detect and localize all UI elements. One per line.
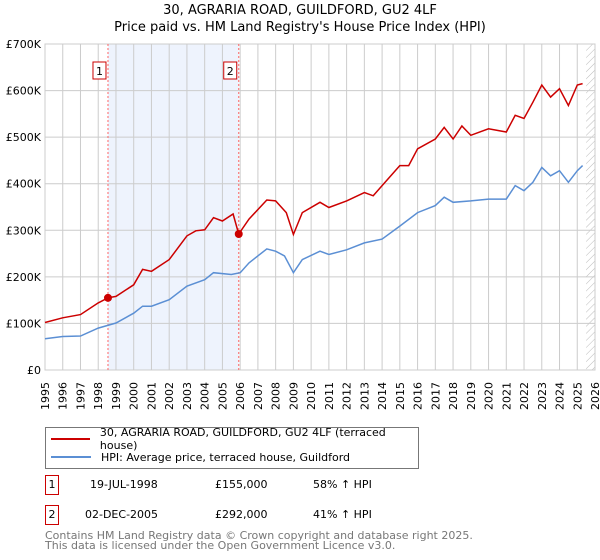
x-tick-label: 2001 bbox=[145, 382, 158, 410]
x-tick-label: 2016 bbox=[412, 382, 425, 410]
transaction-price: £155,000 bbox=[215, 478, 268, 491]
y-tick-label: £0 bbox=[27, 364, 41, 377]
sale-marker-box bbox=[223, 61, 238, 80]
x-tick-label: 2026 bbox=[589, 382, 600, 410]
footer-copyright: Contains HM Land Registry data © Crown c… bbox=[45, 529, 473, 542]
chart-subtitle: Price paid vs. HM Land Registry's House … bbox=[114, 20, 486, 35]
y-tick-label: £100K bbox=[6, 317, 42, 330]
x-tick-label: 2020 bbox=[483, 382, 496, 410]
y-tick-label: £400K bbox=[6, 178, 42, 191]
transaction-hpi: 41% ↑ HPI bbox=[313, 508, 372, 521]
legend-swatch-red bbox=[51, 438, 90, 440]
x-tick-label: 1999 bbox=[110, 382, 123, 410]
x-tick-label: 2019 bbox=[465, 382, 478, 410]
x-tick-label: 2005 bbox=[216, 382, 229, 410]
x-tick-label: 2006 bbox=[234, 382, 247, 410]
x-tick-label: 2022 bbox=[518, 382, 531, 410]
x-tick-label: 2023 bbox=[536, 382, 549, 410]
x-tick-label: 2003 bbox=[181, 382, 194, 410]
footer: Contains HM Land Registry data © Crown c… bbox=[45, 529, 473, 552]
transaction-row: 1 19-JUL-1998 £155,000 58% ↑ HPI bbox=[45, 475, 445, 495]
marker-badge: 1 bbox=[45, 475, 59, 495]
y-tick-label: £200K bbox=[6, 271, 42, 284]
legend-swatch-blue bbox=[51, 456, 91, 458]
x-tick-label: 2013 bbox=[358, 382, 371, 410]
transaction-date: 02-DEC-2005 bbox=[85, 508, 159, 521]
sale-marker-label: 2 bbox=[227, 65, 234, 78]
property-series-line bbox=[44, 82, 583, 324]
legend-item-property: 30, AGRARIA ROAD, GUILDFORD, GU2 4LF (te… bbox=[51, 426, 418, 452]
marker-badge: 2 bbox=[45, 505, 59, 525]
x-tick-label: 2024 bbox=[554, 382, 567, 410]
legend-label: HPI: Average price, terraced house, Guil… bbox=[101, 450, 351, 464]
x-tick-label: 2018 bbox=[447, 382, 460, 410]
future-hatch bbox=[586, 44, 595, 370]
x-tick-label: 2012 bbox=[341, 382, 354, 410]
line-chart: 1995 1996 1997 1998 1999 2000 2001 2002 2003 2004… bbox=[6, 38, 600, 410]
x-tick-label: 2000 bbox=[128, 382, 141, 410]
legend-item-hpi: HPI: Average price, terraced house, Guil… bbox=[51, 450, 350, 464]
x-tick-label: 2010 bbox=[305, 382, 318, 410]
sale-point bbox=[234, 230, 243, 239]
ownership-shaded-range bbox=[107, 44, 239, 370]
x-tick-label: 2014 bbox=[376, 382, 389, 410]
hpi-series-line bbox=[44, 165, 584, 340]
chart-title: 30, AGRARIA ROAD, GUILDFORD, GU2 4LF bbox=[163, 3, 437, 18]
x-tick-label: 2008 bbox=[270, 382, 283, 410]
transaction-price: £292,000 bbox=[215, 508, 268, 521]
legend: 30, AGRARIA ROAD, GUILDFORD, GU2 4LF (te… bbox=[45, 426, 419, 469]
x-tick-label: 2002 bbox=[163, 382, 176, 410]
transaction-date: 19-JUL-1998 bbox=[90, 478, 158, 491]
plot-frame bbox=[44, 43, 596, 371]
footer-licence: This data is licensed under the Open Gov… bbox=[45, 539, 396, 552]
x-tick-label: 2007 bbox=[252, 382, 265, 410]
sale-marker-label: 1 bbox=[96, 65, 103, 78]
x-tick-label: 1997 bbox=[74, 382, 87, 410]
x-tick-label: 2021 bbox=[500, 382, 513, 410]
x-tick-label: 2017 bbox=[429, 382, 442, 410]
y-tick-label: £700K bbox=[6, 38, 42, 51]
x-tick-label: 1998 bbox=[92, 382, 105, 410]
legend-label: 30, AGRARIA ROAD, GUILDFORD, GU2 4LF (te… bbox=[99, 426, 386, 452]
x-tick-label: 1996 bbox=[57, 382, 70, 410]
x-tick-label: 1995 bbox=[39, 382, 52, 410]
x-tick-label: 2011 bbox=[323, 382, 336, 410]
y-tick-label: £300K bbox=[6, 224, 42, 237]
sale-marker-box bbox=[92, 61, 107, 80]
x-tick-label: 2009 bbox=[287, 382, 300, 410]
sale-point bbox=[103, 293, 112, 302]
y-tick-label: £600K bbox=[6, 85, 42, 98]
transaction-hpi: 58% ↑ HPI bbox=[313, 478, 372, 491]
x-tick-label: 2015 bbox=[394, 382, 407, 410]
y-tick-label: £500K bbox=[6, 131, 42, 144]
x-tick-label: 2025 bbox=[571, 382, 584, 410]
x-tick-label: 2004 bbox=[199, 382, 212, 410]
transaction-row: 2 02-DEC-2005 £292,000 41% ↑ HPI bbox=[45, 505, 445, 525]
